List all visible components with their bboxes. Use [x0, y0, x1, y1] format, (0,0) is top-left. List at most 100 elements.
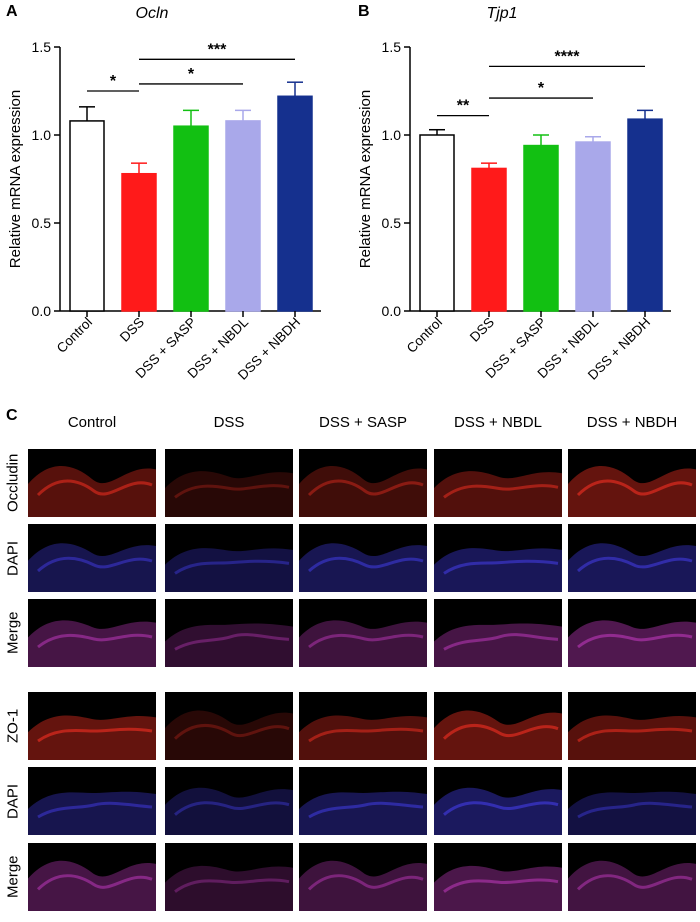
chart-b-ytick-label: 1.5 — [382, 39, 402, 55]
column-label: Control — [67, 414, 117, 431]
tissue-section — [28, 620, 156, 667]
tissue-edge — [442, 724, 559, 740]
micrograph-tile — [434, 692, 562, 760]
tissue-fluorescence — [28, 466, 156, 517]
chart-a-bar-1 — [121, 172, 157, 312]
micrograph-tile — [165, 692, 293, 760]
tissue-fluorescence — [28, 543, 156, 592]
tissue-fluorescence — [434, 471, 562, 517]
tissue-edge — [37, 801, 153, 819]
micrograph-tile — [28, 692, 156, 760]
tissue-section — [299, 466, 427, 517]
tissue-fluorescence — [568, 860, 696, 911]
tissue-section — [165, 865, 293, 911]
tissue-fluorescence — [299, 791, 427, 835]
micrograph-tile — [165, 599, 293, 667]
tissue-section — [299, 791, 427, 835]
tissue-edge — [443, 878, 559, 893]
panel-letter-a: A — [6, 3, 18, 20]
micrograph-tile — [165, 843, 293, 911]
tissue-edge — [307, 874, 424, 891]
row-label: Occludin — [4, 453, 22, 513]
tissue-section — [434, 548, 562, 592]
tissue-section — [568, 860, 696, 911]
chart-a-sig-label-1: * — [188, 66, 195, 83]
tissue-fluorescence — [165, 623, 293, 667]
tissue-section — [165, 548, 293, 592]
row-label: Merge — [4, 855, 22, 899]
tissue-edge — [443, 559, 559, 575]
tissue-fluorescence — [568, 466, 696, 517]
tissue-fluorescence — [165, 710, 293, 760]
micrograph-tile — [568, 599, 696, 667]
chart-tjp1: Tjp1 Relative mRNA expression 0.0 0.5 1.0 1.5… — [357, 5, 671, 383]
tissue-edge — [307, 479, 424, 497]
tissue-edge — [576, 874, 693, 891]
tissue-fluorescence — [28, 620, 156, 667]
micrograph-tile — [568, 843, 696, 911]
tissue-edge — [577, 633, 693, 649]
tissue-section — [568, 466, 696, 517]
tissue-section — [568, 715, 696, 760]
tissue-fluorescence — [568, 791, 696, 835]
micrograph-tile — [165, 449, 293, 517]
tissue-section — [28, 715, 156, 760]
chart-a-ytick-label: 0.0 — [32, 303, 52, 319]
micrograph-tile — [28, 524, 156, 592]
column-label: DSS + NBDH — [586, 414, 678, 431]
column-label: DSS + NBDL — [454, 414, 542, 431]
micrograph-tile — [434, 843, 562, 911]
chart-a-sig-label-2: *** — [208, 41, 227, 58]
chart-b-bar-3 — [575, 141, 611, 312]
tissue-edge — [174, 559, 290, 575]
micrograph-tile — [568, 692, 696, 760]
chart-b-title: Tjp1 — [486, 5, 517, 22]
tissue-fluorescence — [28, 715, 156, 760]
micrograph-tile — [28, 767, 156, 835]
column-label: DSS — [213, 414, 245, 431]
chart-b-sig-label-1: * — [538, 80, 545, 97]
tissue-section — [434, 471, 562, 517]
tissue-section — [165, 471, 293, 517]
panel-letter-c: C — [6, 407, 18, 424]
chart-b-bar-4 — [627, 118, 663, 312]
tissue-edge — [308, 801, 424, 819]
tissue-section — [28, 860, 156, 911]
tissue-edge — [308, 633, 424, 649]
tissue-fluorescence — [165, 548, 293, 592]
tissue-fluorescence — [299, 543, 427, 592]
chart-b-ytick-label: 1.0 — [382, 127, 402, 143]
chart-a-bar-2 — [173, 125, 209, 312]
chart-b-sig-label-0: ** — [457, 98, 470, 115]
chart-a-bar-4 — [277, 95, 313, 312]
micrograph-tile — [165, 767, 293, 835]
micrograph-tile — [165, 524, 293, 592]
tissue-section — [28, 466, 156, 517]
tissue-section — [299, 860, 427, 911]
tissue-section — [299, 715, 427, 760]
tissue-edge — [174, 878, 290, 893]
tissue-fluorescence — [165, 787, 293, 835]
micrograph-tile — [568, 524, 696, 592]
tissue-edge — [576, 556, 693, 573]
tissue-section — [568, 620, 696, 667]
tissue-fluorescence — [299, 620, 427, 667]
micrograph-tile — [299, 692, 427, 760]
tissue-section — [165, 623, 293, 667]
chart-b-sig-label-2: **** — [555, 48, 581, 65]
tissue-section — [165, 787, 293, 835]
tissue-fluorescence — [434, 787, 562, 835]
tissue-section — [28, 791, 156, 835]
row-label: Merge — [4, 611, 22, 655]
column-label: DSS + SASP — [319, 414, 407, 431]
tissue-edge — [174, 633, 290, 651]
micrograph-tile — [434, 599, 562, 667]
chart-b-bar-2 — [523, 144, 559, 312]
tissue-fluorescence — [568, 715, 696, 760]
row-label: DAPI — [4, 540, 22, 576]
row-label: ZO-1 — [4, 708, 22, 744]
chart-a-ytick-label: 0.5 — [32, 215, 52, 231]
tissue-section — [28, 543, 156, 592]
tissue-edge — [443, 484, 559, 499]
micrograph-tile — [434, 449, 562, 517]
